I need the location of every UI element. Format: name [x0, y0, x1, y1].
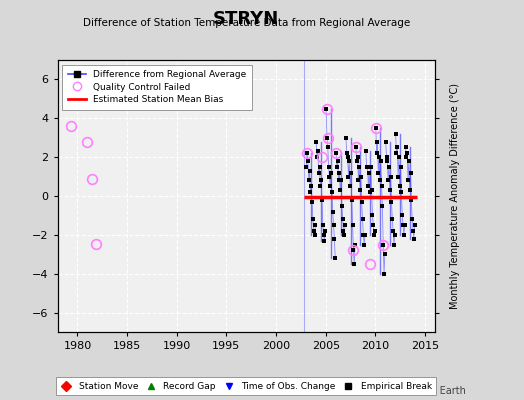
Text: Difference of Station Temperature Data from Regional Average: Difference of Station Temperature Data f…	[83, 18, 410, 28]
Legend: Station Move, Record Gap, Time of Obs. Change, Empirical Break: Station Move, Record Gap, Time of Obs. C…	[56, 378, 436, 396]
Legend: Difference from Regional Average, Quality Control Failed, Estimated Station Mean: Difference from Regional Average, Qualit…	[62, 64, 252, 110]
Text: Berkeley Earth: Berkeley Earth	[395, 386, 466, 396]
Y-axis label: Monthly Temperature Anomaly Difference (°C): Monthly Temperature Anomaly Difference (…	[450, 83, 460, 309]
Text: STRYN: STRYN	[213, 10, 279, 28]
